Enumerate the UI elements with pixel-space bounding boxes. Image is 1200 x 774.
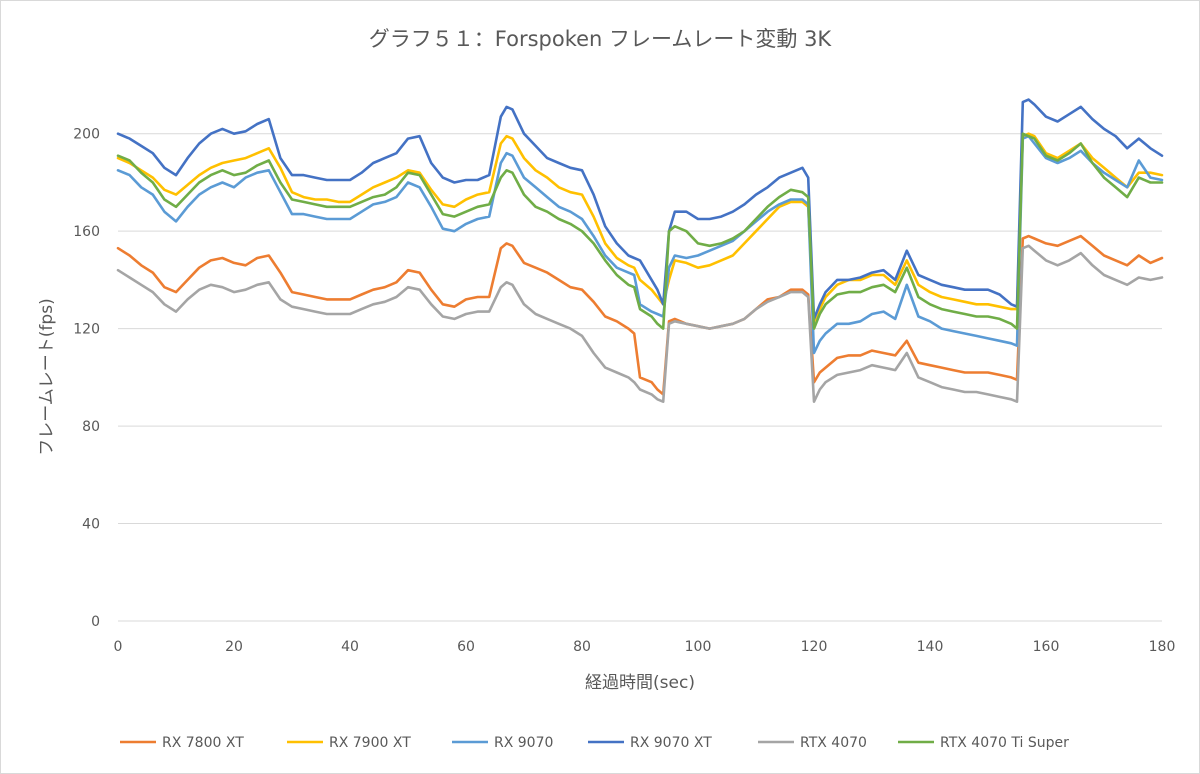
legend-label: RX 9070 xyxy=(494,735,553,751)
y-tick-label: 40 xyxy=(82,517,100,533)
legend-label: RX 7800 XT xyxy=(162,735,244,751)
y-axis-ticks: 0 40 80 120 160 200 xyxy=(73,127,100,630)
x-tick-label: 40 xyxy=(341,639,359,655)
series-line-rx-9070 xyxy=(116,134,1164,355)
y-tick-label: 120 xyxy=(73,322,100,338)
legend-item: RX 7900 XT xyxy=(287,735,411,751)
legend-label: RX 7900 XT xyxy=(329,735,411,751)
x-tick-label: 0 xyxy=(114,639,123,655)
gridlines xyxy=(118,133,1162,622)
legend: RX 7800 XT RX 7900 XT RX 9070 RX 9070 XT RTX… xyxy=(120,735,1069,751)
series-line-rx-7900-xt xyxy=(116,132,1164,323)
legend-item: RTX 4070 Ti Super xyxy=(898,735,1069,751)
x-tick-label: 140 xyxy=(917,639,944,655)
series-group xyxy=(116,98,1164,404)
legend-item: RX 9070 xyxy=(452,735,553,751)
chart-title: グラフ５１：Forspoken フレームレート変動 3K xyxy=(369,27,833,51)
legend-item: RX 7800 XT xyxy=(120,735,244,751)
legend-item: RTX 4070 xyxy=(758,735,867,751)
x-axis-ticks: 0 20 40 60 80 100 120 140 160 180 xyxy=(114,639,1176,655)
series-line-rx-9070-xt xyxy=(116,98,1164,321)
series-line-rx-7800-xt xyxy=(116,234,1164,396)
x-tick-label: 120 xyxy=(801,639,828,655)
x-tick-label: 60 xyxy=(457,639,475,655)
legend-label: RX 9070 XT xyxy=(630,735,712,751)
x-tick-label: 80 xyxy=(573,639,591,655)
x-tick-label: 160 xyxy=(1033,639,1060,655)
y-axis-title: フレームレート(fps) xyxy=(37,298,57,455)
legend-label: RTX 4070 xyxy=(800,735,867,751)
y-tick-label: 200 xyxy=(73,127,100,143)
series-line-rtx-4070-ti-super xyxy=(116,132,1164,330)
y-tick-label: 160 xyxy=(73,224,100,240)
x-tick-label: 100 xyxy=(685,639,712,655)
y-tick-label: 0 xyxy=(91,614,100,630)
x-tick-label: 20 xyxy=(225,639,243,655)
x-tick-label: 180 xyxy=(1149,639,1176,655)
legend-item: RX 9070 XT xyxy=(588,735,712,751)
y-tick-label: 80 xyxy=(82,419,100,435)
x-axis-title: 経過時間(sec) xyxy=(585,673,695,693)
series-line-rtx-4070 xyxy=(116,244,1164,404)
legend-label: RTX 4070 Ti Super xyxy=(940,735,1069,751)
